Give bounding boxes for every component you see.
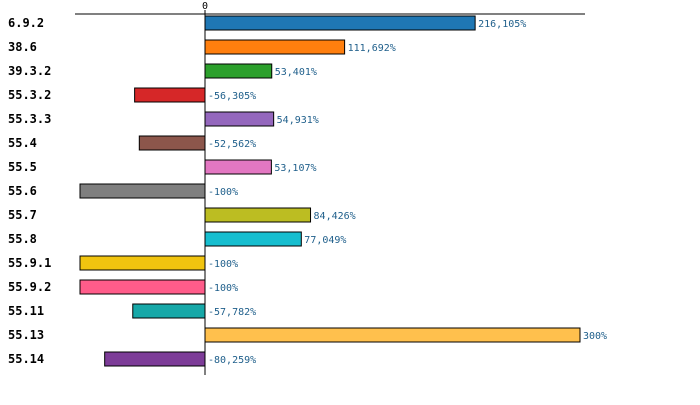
value-label-55-9-1: -100%	[208, 259, 238, 270]
value-label-55-6: -100%	[208, 187, 238, 198]
category-label-55-5: 55.5	[8, 160, 37, 174]
value-label-55-7: 84,426%	[314, 211, 356, 222]
category-label-6-9-2: 6.9.2	[8, 16, 44, 30]
bar-55-3-3	[204, 111, 275, 127]
value-label-55-4: -52,562%	[208, 139, 256, 150]
category-label-55-6: 55.6	[8, 184, 37, 198]
category-labels-group: 6.9.2 38.6 39.3.2 55.3.2 55.3.3 55.4 55.5 55.6 5…	[8, 16, 51, 366]
bar-38-6	[204, 39, 346, 55]
category-label-55-11: 55.11	[8, 304, 44, 318]
category-label-55-3-2: 55.3.2	[8, 88, 51, 102]
value-label-38-6: 111,692%	[348, 43, 396, 54]
value-labels-group: 216,105% 111,692% 53,401% -56,305% 54,931% -5…	[208, 19, 607, 366]
value-label-6-9-2: 216,105%	[478, 19, 526, 30]
category-label-55-9-2: 55.9.2	[8, 280, 51, 294]
bars-group	[79, 15, 581, 367]
category-label-55-8: 55.8	[8, 232, 37, 246]
bar-55-4	[138, 135, 206, 151]
bar-39-3-2	[204, 63, 273, 79]
category-label-55-13: 55.13	[8, 328, 44, 342]
value-label-55-14: -80,259%	[208, 355, 256, 366]
ticks-group: 0	[202, 1, 208, 12]
value-label-55-13: 300%	[583, 331, 607, 342]
category-label-55-9-1: 55.9.1	[8, 256, 51, 270]
value-label-55-3-3: 54,931%	[277, 115, 319, 126]
value-label-55-8: 77,049%	[304, 235, 346, 246]
value-label-55-3-2: -56,305%	[208, 91, 256, 102]
bar-55-11	[132, 303, 206, 319]
value-label-55-5: 53,107%	[274, 163, 316, 174]
bar-55-9-1	[79, 255, 206, 271]
bar-55-8	[204, 231, 302, 247]
bar-55-5	[204, 159, 272, 175]
bar-6-9-2	[204, 15, 476, 31]
bar-55-7	[204, 207, 312, 223]
category-label-38-6: 38.6	[8, 40, 37, 54]
category-label-55-14: 55.14	[8, 352, 44, 366]
category-label-39-3-2: 39.3.2	[8, 64, 51, 78]
bar-55-13	[204, 327, 581, 343]
bar-55-14	[104, 351, 206, 367]
bar-55-9-2	[79, 279, 206, 295]
category-label-55-4: 55.4	[8, 136, 37, 150]
bar-55-6	[79, 183, 206, 199]
value-label-39-3-2: 53,401%	[275, 67, 317, 78]
value-label-55-11: -57,782%	[208, 307, 256, 318]
value-label-55-9-2: -100%	[208, 283, 238, 294]
tick-label-0: 0	[202, 1, 208, 12]
category-label-55-3-3: 55.3.3	[8, 112, 51, 126]
bar-55-3-2	[134, 87, 206, 103]
category-label-55-7: 55.7	[8, 208, 37, 222]
